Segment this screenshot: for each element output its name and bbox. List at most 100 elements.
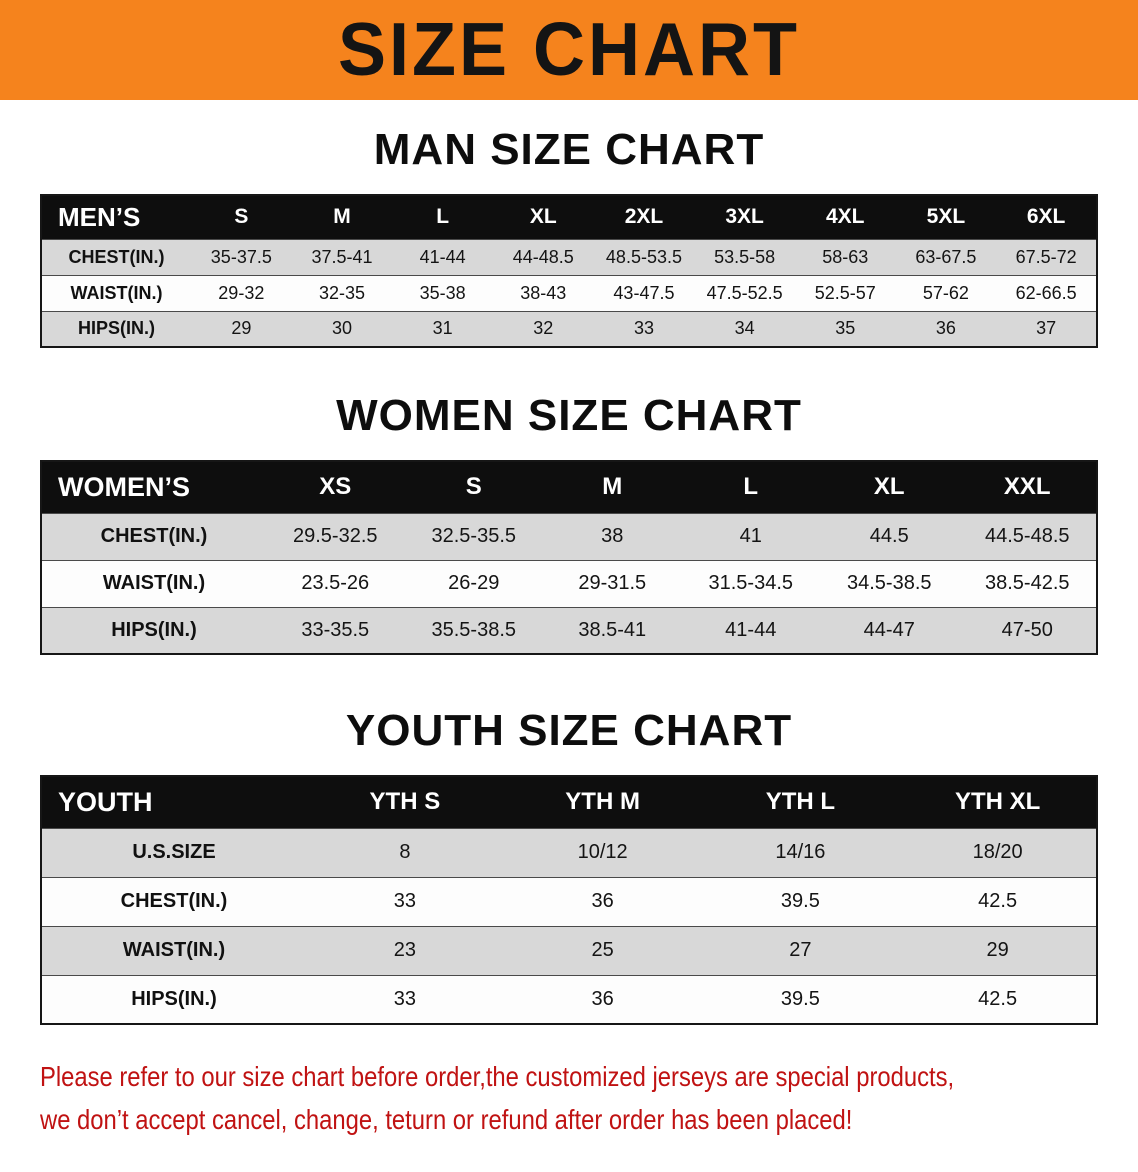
men-size-chart-heading: MAN SIZE CHART [373, 125, 765, 174]
value-cell: 34.5-38.5 [846, 572, 932, 594]
disclaimer-line-1: Please refer to our size chart before or… [40, 1061, 955, 1092]
banner: SIZE CHART [0, 0, 1138, 100]
value-cell: 35-37.5 [210, 246, 272, 267]
size-header-cell: XXL [958, 461, 1097, 513]
size-header-cell: 2XL [593, 195, 695, 239]
value-cell: 41-44 [725, 618, 777, 641]
value-cell: 44.5 [869, 525, 909, 547]
size-header-cell: XS [266, 461, 405, 513]
value-cell: 30 [331, 318, 352, 339]
table-row: WAIST(IN.) 23 25 27 29 [41, 926, 1097, 975]
row-label: HIPS(IN.) [111, 618, 197, 641]
value-cell: 67.5-72 [1015, 246, 1077, 267]
value-cell: 36 [935, 318, 956, 339]
value-cell: 57-62 [922, 282, 969, 303]
table-row: CHEST(IN.) 35-37.5 37.5-41 41-44 44-48.5 48.5… [41, 239, 1097, 275]
table-row: HIPS(IN.) 33-35.5 35.5-38.5 38.5-41 41-44 44-… [41, 607, 1097, 654]
value-cell: 53.5-58 [714, 246, 776, 267]
table-row: CHEST(IN.) 33 36 39.5 42.5 [41, 877, 1097, 926]
section-men-size-chart: MAN SIZE CHART MEN’S S M L XL 2XL 3XL 4XL 5XL 6XL… [40, 128, 1098, 348]
value-cell: 29-31.5 [578, 572, 647, 594]
value-cell: 47.5-52.5 [706, 282, 783, 303]
size-header-cell: YTH M [503, 776, 702, 828]
row-label: HIPS(IN.) [131, 987, 217, 1010]
table-row: WAIST(IN.) 29-32 32-35 35-38 38-43 43-47.5 47.… [41, 275, 1097, 311]
size-header-cell: XL [820, 461, 959, 513]
page-title: SIZE CHART [338, 8, 800, 93]
table-row: WAIST(IN.) 23.5-26 26-29 29-31.5 31.5-34.5 34… [41, 560, 1097, 607]
size-header-cell: YTH XL [899, 776, 1097, 828]
value-cell: 62-66.5 [1015, 282, 1077, 303]
value-cell: 42.5 [978, 890, 1018, 912]
value-cell: 34 [734, 318, 755, 339]
disclaimer-line-2: we don’t accept cancel, change, teturn o… [40, 1104, 853, 1136]
table-header-row: MEN’S S M L XL 2XL 3XL 4XL 5XL 6XL [41, 195, 1097, 239]
value-cell: 41 [739, 525, 762, 547]
value-cell: 33 [393, 890, 416, 912]
value-cell: 35.5-38.5 [431, 618, 516, 641]
size-header-cell: 3XL [694, 195, 795, 239]
row-label: U.S.SIZE [132, 841, 216, 863]
value-cell: 38.5-42.5 [984, 572, 1070, 594]
value-cell: 58-63 [822, 246, 869, 267]
value-cell: 10/12 [577, 841, 628, 863]
size-header-cell: YTH S [306, 776, 504, 828]
value-cell: 36 [591, 890, 614, 912]
value-cell: 27 [789, 939, 812, 961]
size-header-cell: XL [492, 195, 594, 239]
disclaimer: Please refer to our size chart before or… [40, 1055, 955, 1142]
value-cell: 36 [591, 987, 614, 1010]
table-title-cell: WOMEN’S [41, 461, 266, 513]
section-youth-size-chart: YOUTH SIZE CHART YOUTH YTH S YTH M YTH L YTH… [40, 709, 1098, 1025]
row-label: WAIST(IN.) [102, 572, 206, 594]
value-cell: 44-48.5 [512, 246, 574, 267]
value-cell: 33 [633, 318, 654, 339]
value-cell: 35-38 [419, 282, 466, 303]
value-cell: 38.5-41 [578, 618, 647, 641]
table-header-row: YOUTH YTH S YTH M YTH L YTH XL [41, 776, 1097, 828]
size-header-cell: 4XL [794, 195, 896, 239]
table-header-row: WOMEN’S XS S M L XL XXL [41, 461, 1097, 513]
value-cell: 32 [533, 318, 554, 339]
value-cell: 37.5-41 [311, 246, 373, 267]
table-row: U.S.SIZE 8 10/12 14/16 18/20 [41, 828, 1097, 877]
men-size-table: MEN’S S M L XL 2XL 3XL 4XL 5XL 6XL CHEST(IN.) 35-37… [40, 194, 1098, 348]
size-header-cell: M [543, 461, 682, 513]
value-cell: 14/16 [775, 841, 826, 863]
size-header-cell: S [191, 195, 292, 239]
row-label: WAIST(IN.) [70, 282, 163, 303]
value-cell: 33 [393, 987, 416, 1010]
row-label: WAIST(IN.) [122, 939, 226, 961]
value-cell: 63-67.5 [915, 246, 977, 267]
women-size-table: WOMEN’S XS S M L XL XXL CHEST(IN.) 29.5-32.5 32.5… [40, 460, 1098, 655]
value-cell: 38-43 [520, 282, 567, 303]
value-cell: 32.5-35.5 [431, 525, 516, 547]
value-cell: 26-29 [448, 572, 500, 594]
youth-size-chart-heading: YOUTH SIZE CHART [345, 706, 793, 755]
table-row: CHEST(IN.) 29.5-32.5 32.5-35.5 38 41 44.5 44.5… [41, 513, 1097, 560]
value-cell: 43-47.5 [613, 282, 675, 303]
size-header-cell: S [404, 461, 543, 513]
value-cell: 23.5-26 [301, 572, 370, 594]
value-cell: 39.5 [780, 890, 820, 912]
table-row: HIPS(IN.) 33 36 39.5 42.5 [41, 975, 1097, 1024]
content: MAN SIZE CHART MEN’S S M L XL 2XL 3XL 4XL 5XL 6XL… [0, 128, 1138, 1172]
table-row: HIPS(IN.) 29 30 31 32 33 34 35 36 37 [41, 311, 1097, 347]
value-cell: 41-44 [419, 246, 466, 267]
size-header-cell: 6XL [996, 195, 1097, 239]
value-cell: 23 [393, 939, 416, 961]
value-cell: 47-50 [1001, 618, 1053, 641]
section-women-size-chart: WOMEN SIZE CHART WOMEN’S XS S M L XL XXL CHEST(… [40, 394, 1098, 655]
value-cell: 38 [601, 525, 624, 547]
row-label: CHEST(IN.) [100, 525, 208, 547]
women-size-chart-heading: WOMEN SIZE CHART [336, 391, 802, 440]
value-cell: 25 [591, 939, 614, 961]
value-cell: 18/20 [972, 841, 1023, 863]
row-label: CHEST(IN.) [120, 890, 228, 912]
value-cell: 32-35 [318, 282, 365, 303]
size-header-cell: L [681, 461, 820, 513]
value-cell: 29 [231, 318, 252, 339]
value-cell: 31 [432, 318, 453, 339]
youth-size-table: YOUTH YTH S YTH M YTH L YTH XL U.S.SIZE 8 10/12… [40, 775, 1098, 1025]
value-cell: 29-32 [218, 282, 265, 303]
